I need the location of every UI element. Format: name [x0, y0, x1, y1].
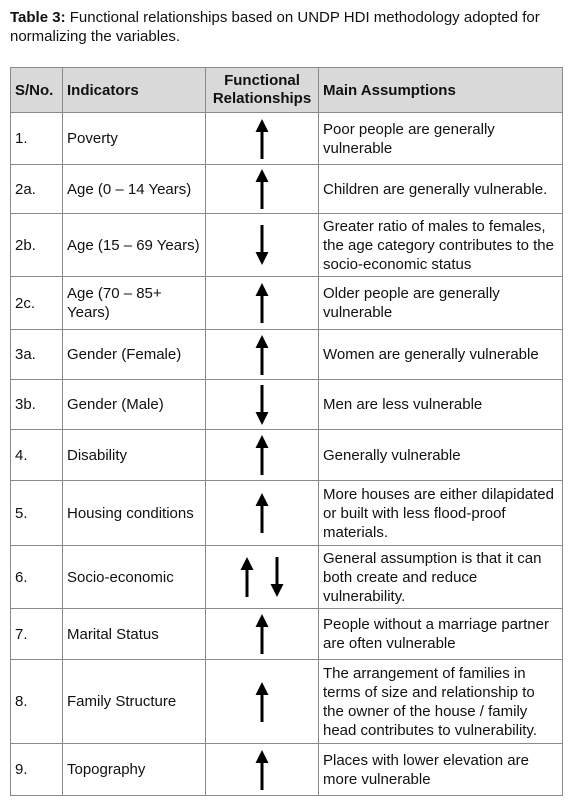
serial-cell: 3b.: [10, 379, 63, 430]
relationship-cell: [205, 329, 319, 380]
table-row: 8. Family Structure The arrangement of fam…: [10, 659, 563, 744]
table-row: 5. Housing conditions More houses are eith…: [10, 480, 563, 546]
table-row: 7. Marital Status People without a marriag…: [10, 608, 563, 660]
assumption-cell: Men are less vulnerable: [318, 379, 563, 430]
arrow-down: [255, 225, 269, 265]
assumption-cell: Children are generally vulnerable.: [318, 164, 563, 214]
serial-cell: 2a.: [10, 164, 63, 214]
table-row: 3b. Gender (Male) Men are less vulnerable: [10, 379, 563, 430]
relationship-cell: [205, 276, 319, 330]
arrow-down: [255, 384, 269, 425]
header-cell: Indicators: [62, 67, 206, 113]
indicator-cell: Housing conditions: [62, 480, 206, 546]
assumption-cell: General assumption is that it can both c…: [318, 545, 563, 609]
arrow-up: [255, 493, 269, 533]
header-cell: S/No.: [10, 67, 63, 113]
arrow-up: [255, 614, 269, 654]
table-row: 4. Disability Generally vulnerable: [10, 429, 563, 481]
assumption-cell: The arrangement of families in terms of …: [318, 659, 563, 744]
relationship-cell: [205, 213, 319, 277]
assumption-cell: Women are generally vulnerable: [318, 329, 563, 380]
table-body: 1. Poverty Poor people are generally vulne…: [10, 112, 563, 796]
arrow-up: [255, 435, 269, 475]
indicator-cell: Age (70 – 85+ Years): [62, 276, 206, 330]
indicator-cell: Age (15 – 69 Years): [62, 213, 206, 277]
assumption-cell: More houses are either dilapidated or bu…: [318, 480, 563, 546]
table-row: 2b. Age (15 – 69 Years) Greater ratio of m…: [10, 213, 563, 277]
indicator-cell: Age (0 – 14 Years): [62, 164, 206, 214]
header-row: S/No. Indicators Functional Relationship…: [10, 67, 563, 113]
table-row: 6. Socio-economic General assumption is th…: [10, 545, 563, 609]
relationship-cell: [205, 608, 319, 660]
table: S/No. Indicators Functional Relationship…: [10, 67, 563, 796]
serial-cell: 3a.: [10, 329, 63, 380]
table-row: 2c. Age (70 – 85+ Years) Older people are …: [10, 276, 563, 330]
indicator-cell: Gender (Male): [62, 379, 206, 430]
relationship-cell: [205, 659, 319, 744]
serial-cell: 2b.: [10, 213, 63, 277]
table-row: 1. Poverty Poor people are generally vulne…: [10, 112, 563, 165]
arrow-up: [255, 118, 269, 159]
serial-cell: 6.: [10, 545, 63, 609]
relationship-cell: [205, 164, 319, 214]
caption-label: Table 3:: [10, 9, 66, 26]
indicator-cell: Family Structure: [62, 659, 206, 744]
arrow-up: [240, 557, 254, 597]
indicator-cell: Topography: [62, 743, 206, 796]
indicator-cell: Disability: [62, 429, 206, 481]
relationship-cell: [205, 743, 319, 796]
serial-cell: 2c.: [10, 276, 63, 330]
serial-cell: 4.: [10, 429, 63, 481]
header-cell: Functional Relationships: [205, 67, 319, 113]
relationship-cell: [205, 480, 319, 546]
arrow-up: [255, 169, 269, 209]
assumption-cell: Poor people are generally vulnerable: [318, 112, 563, 165]
table-row: 9. Topography Places with lower elevation …: [10, 743, 563, 796]
arrow-up: [255, 283, 269, 323]
serial-cell: 5.: [10, 480, 63, 546]
assumption-cell: Greater ratio of males to females, the a…: [318, 213, 563, 277]
relationship-cell: [205, 429, 319, 481]
relationship-cell: [205, 379, 319, 430]
serial-cell: 9.: [10, 743, 63, 796]
indicator-cell: Poverty: [62, 112, 206, 165]
serial-cell: 7.: [10, 608, 63, 660]
indicator-cell: Socio-economic: [62, 545, 206, 609]
arrow-up: [255, 681, 269, 722]
assumption-cell: People without a marriage partner are of…: [318, 608, 563, 660]
indicator-cell: Marital Status: [62, 608, 206, 660]
caption-text: Functional relationships based on UNDP H…: [10, 9, 540, 45]
serial-cell: 8.: [10, 659, 63, 744]
arrow-up: [255, 749, 269, 790]
assumption-cell: Older people are generally vulnerable: [318, 276, 563, 330]
caption: Table 3: Functional relationships based …: [10, 8, 570, 46]
header-cell: Main Assumptions: [318, 67, 563, 113]
table-row: 3a. Gender (Female) Women are generally vu…: [10, 329, 563, 380]
indicator-cell: Gender (Female): [62, 329, 206, 380]
relationship-cell: [205, 112, 319, 165]
assumption-cell: Generally vulnerable: [318, 429, 563, 481]
relationship-cell: [205, 545, 319, 609]
arrow-up: [255, 334, 269, 375]
assumption-cell: Places with lower elevation are more vul…: [318, 743, 563, 796]
arrow-down: [270, 557, 284, 597]
serial-cell: 1.: [10, 112, 63, 165]
table-row: 2a. Age (0 – 14 Years) Children are genera…: [10, 164, 563, 214]
